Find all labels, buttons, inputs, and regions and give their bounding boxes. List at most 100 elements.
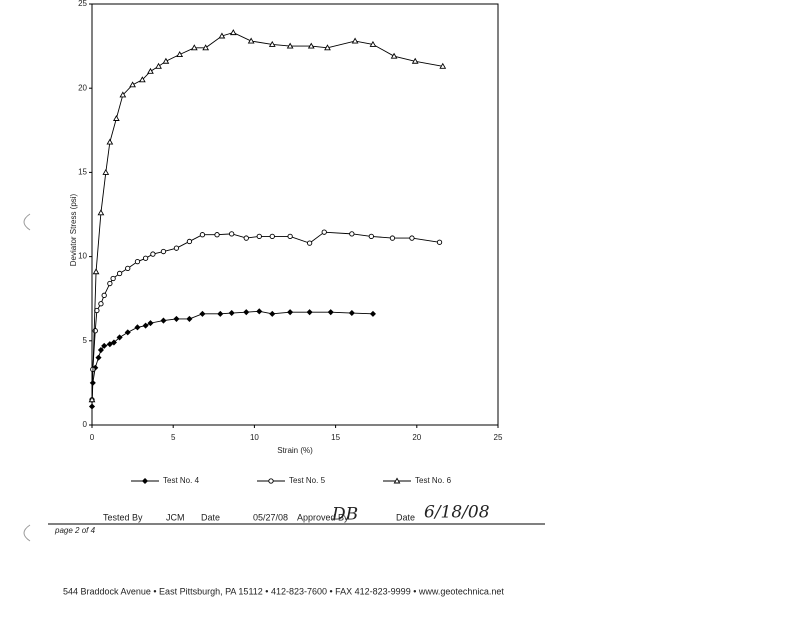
point [134, 324, 141, 331]
point [97, 209, 105, 216]
point [110, 339, 117, 346]
point [306, 240, 313, 246]
point [218, 32, 226, 39]
point [324, 44, 331, 51]
point [102, 168, 110, 175]
approved-date-label: Date [396, 512, 415, 522]
approved-date: 6/18/08 [424, 503, 490, 523]
legend-label: Test No. 6 [415, 476, 452, 485]
point [106, 341, 113, 348]
tested-by: JCM [166, 512, 185, 522]
tested-by-label: Tested By [103, 512, 143, 522]
point [98, 301, 104, 307]
point [190, 44, 198, 51]
point [214, 232, 220, 238]
point [321, 229, 327, 235]
point [124, 329, 131, 336]
point [369, 310, 376, 317]
footer: 544 Braddock Avenue • East Pittsburgh, P… [63, 586, 504, 596]
point [369, 40, 377, 47]
tested-date: 05/27/08 [253, 512, 288, 522]
tested-date-label: Date [201, 512, 220, 522]
point [112, 114, 120, 121]
point [125, 265, 131, 272]
point [199, 310, 206, 317]
point [155, 62, 162, 69]
point [389, 235, 396, 241]
point [142, 255, 149, 261]
y-tick-label: 5 [83, 336, 88, 345]
point [228, 309, 235, 317]
y-tick-label: 10 [78, 252, 87, 261]
y-tick-label: 25 [78, 0, 87, 8]
point [138, 76, 146, 83]
point [202, 44, 210, 51]
legend-marker [393, 477, 401, 484]
binder-hole [23, 524, 31, 542]
point [268, 40, 276, 47]
point [349, 231, 355, 237]
point [351, 37, 359, 44]
point [160, 248, 167, 255]
series-line [91, 32, 443, 400]
point [256, 308, 263, 315]
point [150, 251, 156, 257]
point [92, 268, 100, 275]
point [116, 270, 123, 277]
x-tick-label: 5 [171, 433, 176, 442]
x-tick-label: 15 [331, 433, 340, 442]
point [287, 233, 293, 240]
point [439, 62, 447, 69]
point [173, 315, 180, 322]
point [229, 29, 237, 36]
approved-by-label: Approved By [297, 512, 349, 522]
legend-label: Test No. 4 [163, 476, 200, 485]
point [107, 280, 113, 287]
point [97, 347, 104, 354]
point [186, 238, 193, 245]
point [176, 51, 184, 57]
point [110, 275, 116, 282]
point [147, 67, 154, 74]
point [142, 322, 149, 329]
page-number: page 2 of 4 [54, 526, 96, 535]
point [411, 57, 419, 64]
point [348, 309, 355, 317]
legend-label: Test No. 5 [289, 476, 326, 485]
point [217, 310, 224, 317]
point [147, 320, 154, 327]
point [101, 292, 107, 298]
x-tick-label: 25 [494, 433, 503, 442]
point [173, 245, 180, 251]
point [229, 231, 235, 237]
point [186, 315, 193, 322]
binder-hole [23, 213, 31, 231]
point [306, 309, 313, 316]
y-tick-label: 15 [78, 168, 87, 177]
approved-by: DB [331, 505, 358, 525]
x-tick-label: 20 [412, 433, 421, 442]
point [286, 42, 294, 49]
y-tick-label: 20 [78, 83, 87, 92]
point [119, 91, 127, 98]
x-tick-label: 0 [90, 433, 95, 442]
point [368, 233, 374, 240]
point [94, 307, 100, 314]
point [307, 42, 315, 49]
point [116, 334, 123, 341]
point [160, 317, 167, 324]
legend-marker [268, 478, 274, 484]
point [106, 138, 114, 145]
point [256, 233, 262, 240]
point [247, 37, 255, 44]
series-line [91, 310, 373, 407]
point [269, 233, 275, 240]
point [134, 259, 141, 265]
y-tick-label: 0 [83, 420, 88, 429]
y-axis-label: Deviator Stress (psi) [69, 193, 78, 266]
point [162, 57, 170, 64]
x-tick-label: 10 [250, 433, 259, 442]
point [409, 235, 415, 241]
point [88, 396, 96, 403]
